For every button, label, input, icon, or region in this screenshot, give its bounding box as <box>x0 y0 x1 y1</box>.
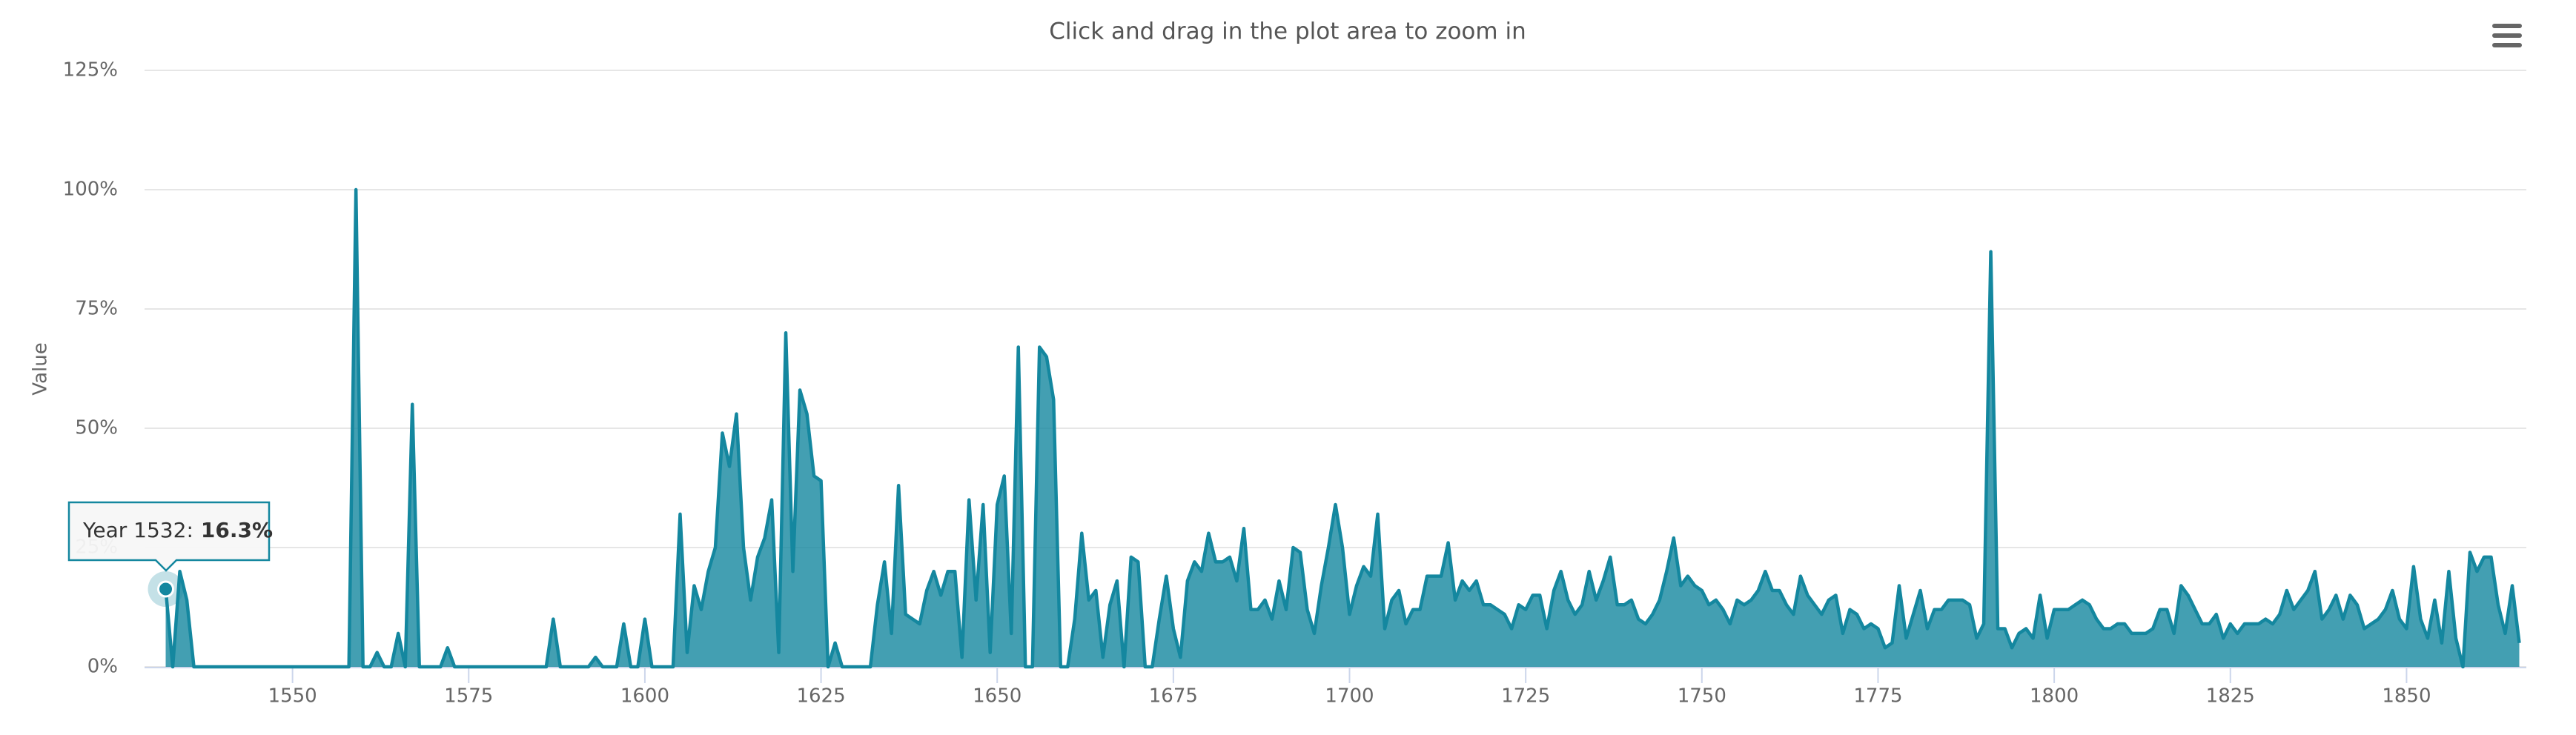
x-tick-label: 1675 <box>1149 685 1198 708</box>
y-tick-label: 125% <box>63 59 118 82</box>
x-tick-label: 1725 <box>1501 685 1550 708</box>
y-tick-label: 100% <box>63 179 118 201</box>
x-tick-label: 1750 <box>1678 685 1726 708</box>
menu-button[interactable] <box>2492 24 2522 47</box>
menu-bar <box>2492 33 2522 38</box>
y-tick-label: 75% <box>75 298 118 320</box>
menu-bar <box>2492 43 2522 47</box>
hover-point <box>157 580 175 598</box>
x-tick-label: 1575 <box>444 685 493 708</box>
tooltip-value: 16.3% <box>201 518 273 542</box>
area-line <box>164 187 2521 669</box>
menu-bar <box>2492 24 2522 28</box>
y-axis-title: Value <box>30 342 52 395</box>
x-tick-label: 1625 <box>796 685 845 708</box>
chart-title: Click and drag in the plot area to zoom … <box>1049 19 1526 45</box>
y-tick-label: 0% <box>87 656 118 678</box>
x-tick-label: 1550 <box>268 685 317 708</box>
x-tick-label: 1800 <box>2030 685 2079 708</box>
x-tick-label: 1825 <box>2206 685 2255 708</box>
x-tick-label: 1850 <box>2382 685 2431 708</box>
tooltip-label: Year 1532: <box>82 518 193 542</box>
x-tick-label: 1600 <box>620 685 669 708</box>
y-tick-label: 50% <box>75 417 118 439</box>
tooltip: Year 1532: 16.3% <box>67 501 273 572</box>
tooltip-box <box>67 501 271 572</box>
tooltip-text: Year 1532: 16.3% <box>82 518 273 542</box>
area-fill <box>165 190 2520 667</box>
x-tick-label: 1650 <box>973 685 1022 708</box>
x-tick-label: 1775 <box>1853 685 1902 708</box>
x-tick-label: 1700 <box>1325 685 1374 708</box>
